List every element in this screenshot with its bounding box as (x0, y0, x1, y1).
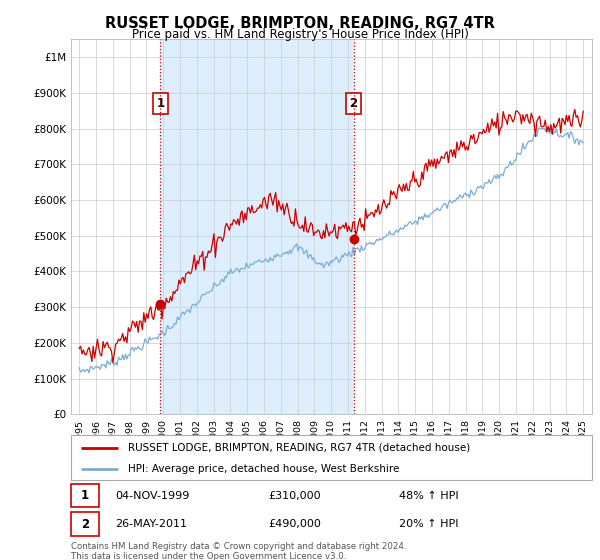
Text: 48% ↑ HPI: 48% ↑ HPI (399, 491, 458, 501)
Text: £490,000: £490,000 (269, 519, 322, 529)
Text: Price paid vs. HM Land Registry's House Price Index (HPI): Price paid vs. HM Land Registry's House … (131, 28, 469, 41)
Bar (71, 484, 100, 507)
Text: 20% ↑ HPI: 20% ↑ HPI (399, 519, 458, 529)
Text: 2: 2 (81, 517, 89, 531)
Text: 1: 1 (81, 489, 89, 502)
Bar (160, 39, 353, 414)
Text: 26-MAY-2011: 26-MAY-2011 (115, 519, 187, 529)
Text: HPI: Average price, detached house, West Berkshire: HPI: Average price, detached house, West… (128, 464, 400, 474)
Text: RUSSET LODGE, BRIMPTON, READING, RG7 4TR: RUSSET LODGE, BRIMPTON, READING, RG7 4TR (105, 16, 495, 31)
Text: Contains HM Land Registry data © Crown copyright and database right 2024.
This d: Contains HM Land Registry data © Crown c… (71, 542, 406, 560)
Text: 2: 2 (350, 97, 358, 110)
Text: £310,000: £310,000 (269, 491, 322, 501)
Text: 04-NOV-1999: 04-NOV-1999 (115, 491, 190, 501)
Text: RUSSET LODGE, BRIMPTON, READING, RG7 4TR (detached house): RUSSET LODGE, BRIMPTON, READING, RG7 4TR… (128, 442, 470, 452)
Text: 1: 1 (157, 97, 164, 110)
Bar (71, 512, 100, 536)
